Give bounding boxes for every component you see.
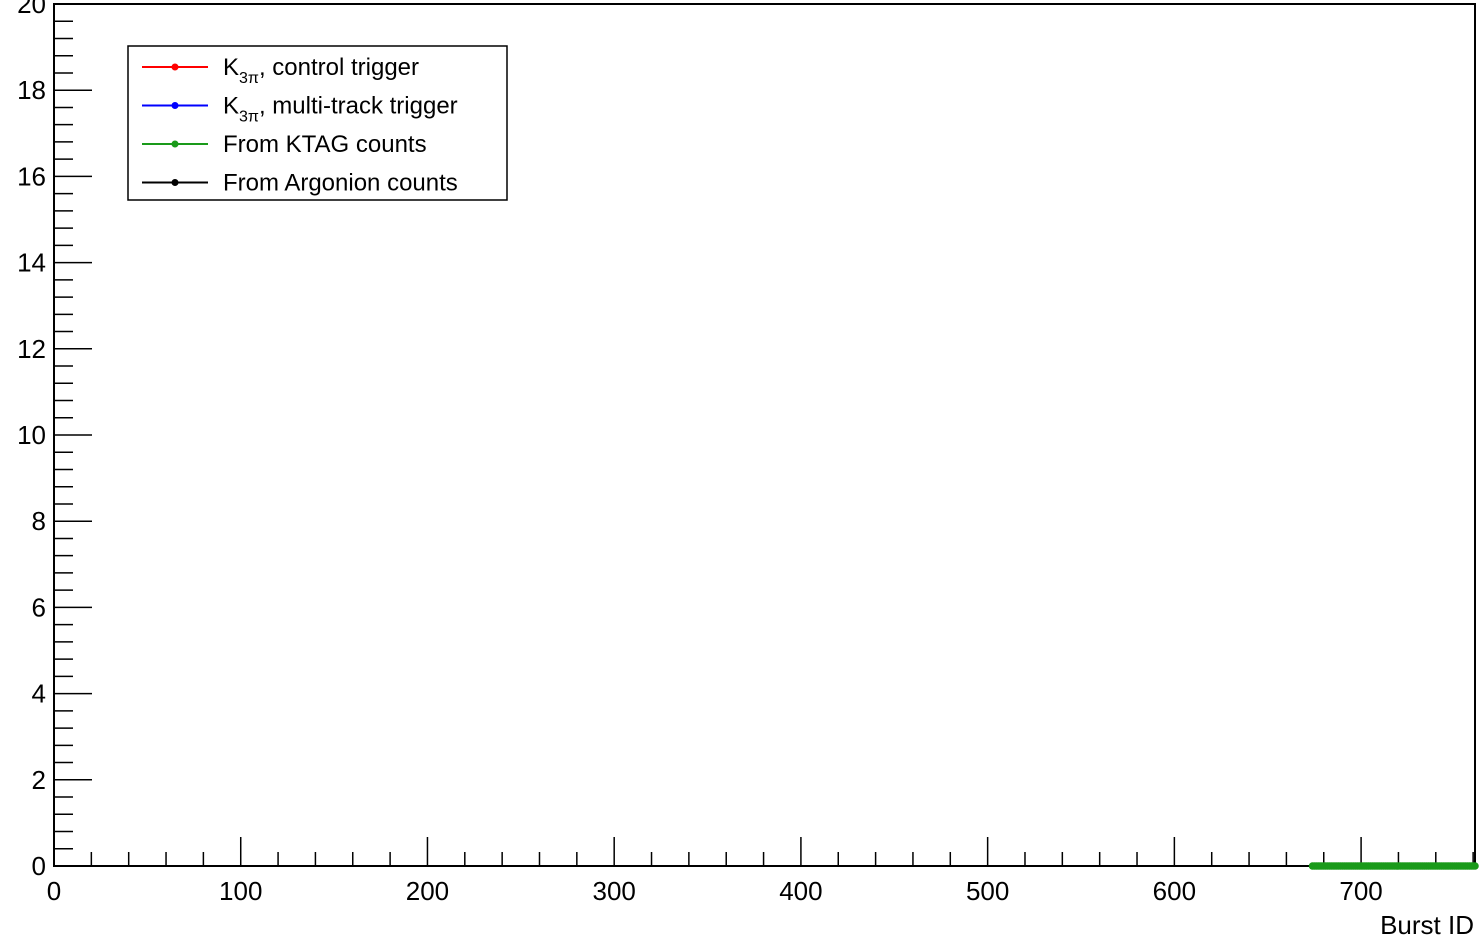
x-tick-label: 600 — [1153, 876, 1196, 906]
x-tick-label: 400 — [779, 876, 822, 906]
y-tick-label: 4 — [32, 679, 46, 709]
y-tick-label: 16 — [17, 161, 46, 191]
y-tick-label: 12 — [17, 334, 46, 364]
x-axis-label: Burst ID — [1380, 910, 1474, 940]
y-tick-label: 6 — [32, 592, 46, 622]
legend-marker — [171, 179, 179, 186]
legend-marker — [171, 63, 179, 71]
legend-label: K3π, control trigger — [223, 54, 419, 87]
x-tick-label: 700 — [1339, 876, 1382, 906]
x-axis-ticks: 0 100 200 300 400 500 600 700 — [47, 837, 1474, 906]
x-tick-label: 100 — [219, 876, 262, 906]
x-tick-label: 0 — [47, 876, 61, 906]
y-axis-ticks: 0 2 4 6 8 10 12 14 16 18 20 — [17, 0, 92, 881]
x-tick-label: 500 — [966, 876, 1009, 906]
legend: K3π, control trigger K3π, multi-track tri… — [127, 45, 508, 201]
series-layer — [1308, 862, 1479, 870]
legend-marker — [171, 140, 179, 148]
legend-label: From KTAG counts — [223, 131, 427, 158]
y-tick-label: 10 — [17, 420, 46, 450]
legend-box — [127, 45, 508, 201]
y-tick-label: 20 — [17, 0, 46, 19]
y-tick-label: 8 — [32, 506, 46, 536]
y-tick-label: 18 — [17, 75, 46, 105]
legend-label: From Argonion counts — [223, 170, 458, 197]
y-tick-label: 0 — [32, 851, 46, 881]
data-point — [1471, 862, 1479, 870]
y-tick-label: 2 — [32, 765, 46, 795]
x-tick-label: 300 — [592, 876, 635, 906]
legend-marker — [171, 102, 179, 109]
legend-label: K3π, multi-track trigger — [223, 93, 458, 126]
x-tick-label: 200 — [406, 876, 449, 906]
y-tick-label: 14 — [17, 248, 46, 278]
